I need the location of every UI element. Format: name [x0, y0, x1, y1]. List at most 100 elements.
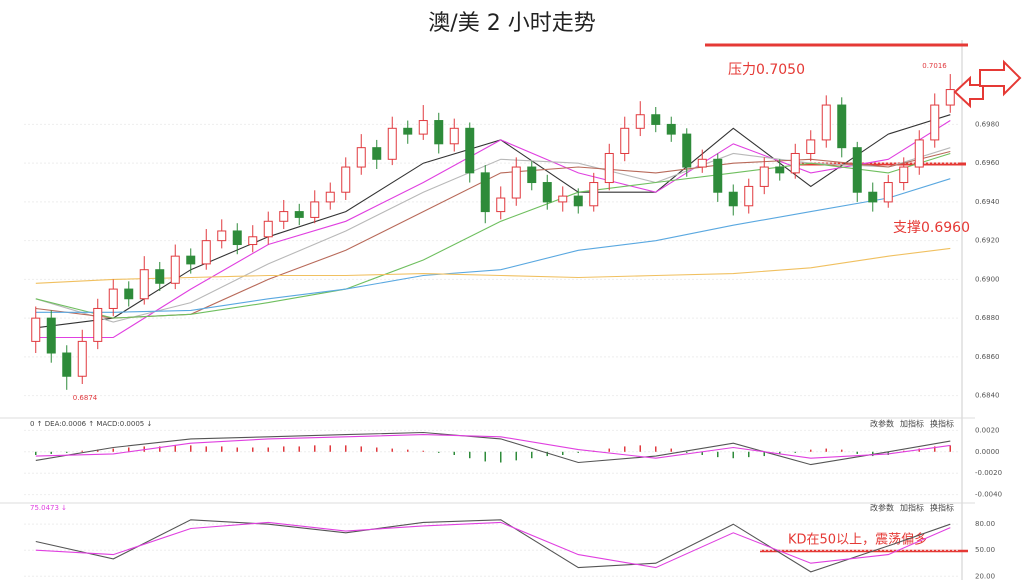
candle-body — [263, 220, 273, 238]
candle-body — [852, 147, 862, 193]
indicator-line — [35, 152, 951, 319]
candle-body — [124, 288, 134, 300]
candle-body — [821, 104, 831, 141]
candle-body — [899, 166, 909, 184]
candle-body — [77, 340, 87, 377]
y-tick-label: -0.0020 — [975, 469, 1002, 477]
candle-body — [418, 120, 428, 135]
candle-body — [170, 255, 180, 284]
candle-body — [310, 201, 320, 218]
candle-body — [341, 166, 351, 193]
y-tick-label: 80.00 — [975, 520, 995, 528]
candle-body — [945, 89, 955, 106]
y-tick-label: 0.0020 — [975, 426, 1000, 434]
candle-body — [666, 123, 676, 135]
candle-body — [728, 191, 738, 207]
panel-button[interactable]: 改参数 — [870, 419, 894, 429]
candle-body — [511, 166, 521, 199]
candle-body — [325, 191, 335, 203]
candle-body — [403, 127, 413, 135]
indicator-line — [35, 247, 951, 284]
candle-body — [806, 139, 816, 154]
candle-body — [465, 127, 475, 174]
candle-body — [651, 114, 661, 125]
arrow-right — [979, 59, 1022, 97]
indicator-line — [35, 120, 951, 339]
kd-header: 75.0473 ↓ — [30, 504, 67, 512]
candle-body — [744, 185, 754, 207]
candle-body — [449, 127, 459, 145]
panel-button[interactable]: 换指标 — [930, 419, 954, 429]
indicator-line — [35, 178, 951, 313]
candle-body — [573, 195, 583, 207]
candle-body — [635, 114, 645, 129]
candle-body — [108, 288, 118, 309]
candle-body — [620, 127, 630, 154]
y-tick-label: 0.0000 — [975, 448, 1000, 456]
candle-body — [868, 191, 878, 203]
candle-body — [542, 182, 552, 203]
y-tick-label: 0.6860 — [975, 353, 1000, 361]
candle-body — [480, 172, 490, 213]
support-label: 支撑0.6960 — [893, 220, 970, 236]
indicator-line — [35, 519, 951, 573]
panel-button[interactable]: 换指标 — [930, 503, 954, 513]
candle-body — [248, 236, 258, 246]
arrow-left — [953, 75, 984, 109]
candle-body — [279, 211, 289, 222]
chart-title: 澳/美 2 小时走势 — [428, 11, 595, 36]
panel-button[interactable]: 加指标 — [900, 419, 924, 429]
candle-body — [186, 255, 196, 265]
resistance-label: 压力0.7050 — [728, 62, 805, 78]
indicator-line — [35, 521, 951, 569]
candle-body — [837, 104, 847, 149]
y-tick-label: 0.6960 — [975, 159, 1000, 167]
candle-body — [589, 182, 599, 207]
y-tick-label: -0.0040 — [975, 491, 1002, 499]
candle-body — [217, 230, 227, 242]
candle-body — [294, 211, 304, 218]
macd-header: 0 ↑ DEA:0.0006 ↑ MACD:0.0005 ↓ — [30, 420, 152, 428]
indicator-line — [35, 434, 951, 459]
candle-body — [697, 158, 707, 168]
kd-note: KD在50以上，震荡偏多 — [788, 532, 927, 548]
candle-body — [604, 152, 614, 184]
candle-body — [93, 307, 103, 342]
panel-button[interactable]: 改参数 — [870, 503, 894, 513]
y-tick-label: 0.6900 — [975, 275, 1000, 283]
high-label: 0.7016 — [922, 62, 947, 70]
candle-body — [356, 147, 366, 168]
y-tick-label: 0.6920 — [975, 237, 1000, 245]
candle-body — [201, 240, 211, 265]
candle-body — [883, 182, 893, 203]
candle-body — [496, 197, 506, 213]
candle-body — [775, 166, 785, 174]
candle-body — [682, 133, 692, 168]
panel-button[interactable]: 加指标 — [900, 503, 924, 513]
y-tick-label: 50.00 — [975, 546, 995, 554]
indicator-line — [35, 431, 951, 466]
candle-body — [31, 317, 41, 342]
y-tick-label: 0.6940 — [975, 198, 1000, 206]
candle-body — [155, 269, 165, 284]
candle-body — [914, 139, 924, 168]
candle-body — [232, 230, 242, 246]
low-label: 0.6874 — [73, 394, 98, 402]
y-tick-label: 0.6840 — [975, 392, 1000, 400]
y-tick-label: 20.00 — [975, 572, 995, 580]
y-tick-label: 0.6980 — [975, 120, 1000, 128]
candle-body — [372, 147, 382, 160]
y-tick-label: 0.6880 — [975, 314, 1000, 322]
candle-body — [387, 127, 397, 160]
candle-body — [558, 195, 568, 203]
candle-body — [713, 158, 723, 193]
candle-body — [527, 166, 537, 184]
candle-body — [434, 120, 444, 145]
candle-body — [759, 166, 769, 187]
candle-body — [930, 104, 940, 141]
candle-body — [62, 352, 72, 377]
candle-body — [139, 269, 149, 300]
candle-body — [790, 152, 800, 174]
